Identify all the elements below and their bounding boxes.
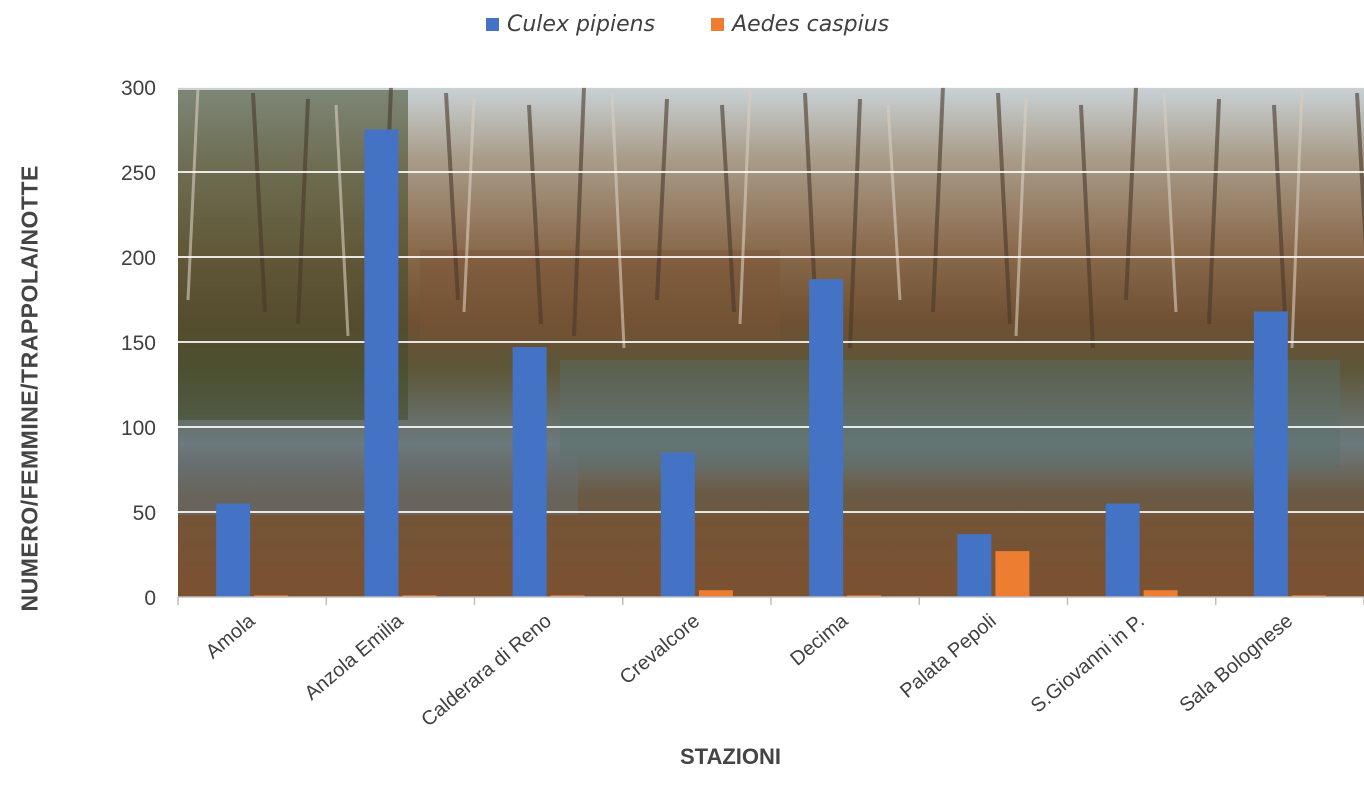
legend-item-aedes: Aedes caspius — [711, 12, 889, 37]
tree-trunk — [931, 86, 945, 313]
bar-culex — [809, 279, 844, 597]
tree-trunk — [1355, 92, 1364, 249]
bar-aedes — [402, 595, 437, 597]
tree-trunk — [655, 98, 669, 301]
bar-aedes — [698, 590, 733, 597]
bar-aedes — [254, 595, 289, 597]
bar-culex — [512, 347, 547, 597]
x-tick-label: Amola — [202, 609, 260, 663]
x-axis-ticks: Amola Anzola Emilia Calderara di Reno Creva… — [202, 609, 1297, 731]
y-axis-title: NUMERO/FEMMINE/TRAPPOLA/NOTTE — [16, 165, 43, 612]
legend: Culex pipiens Aedes caspius — [486, 12, 935, 37]
tree-trunk — [738, 86, 752, 325]
tree-trunk — [1124, 86, 1138, 301]
tree-trunk — [251, 92, 267, 313]
y-tick-label: 250 — [121, 162, 156, 185]
bar-aedes — [847, 595, 882, 597]
bar-culex — [216, 503, 251, 597]
y-tick-label: 50 — [133, 502, 156, 525]
tree-trunk — [1162, 92, 1178, 313]
x-tick-label: S.Giovanni in P. — [1027, 610, 1149, 717]
x-tick-label: Anzola Emilia — [301, 609, 409, 704]
tree-trunk — [610, 92, 626, 349]
tree-trunk — [572, 86, 586, 337]
bar-aedes — [1143, 590, 1178, 597]
y-tick-label: 100 — [121, 417, 156, 440]
x-tick-label: Calderara di Reno — [417, 610, 555, 731]
bar-aedes — [1291, 595, 1326, 597]
tree-trunk — [720, 104, 736, 313]
x-tick-label: Decima — [786, 609, 853, 670]
tree-trunk — [1207, 98, 1221, 325]
bar-aedes — [995, 551, 1030, 597]
tree-trunk — [296, 98, 310, 325]
legend-item-culex: Culex pipiens — [486, 12, 655, 37]
legend-swatch-culex — [486, 18, 499, 31]
bars — [216, 129, 1326, 597]
y-tick-label: 300 — [121, 77, 156, 100]
bar-culex — [660, 452, 695, 597]
x-tick-label: Crevalcore — [616, 610, 704, 689]
tree-trunk — [444, 92, 460, 301]
bar-culex — [1253, 311, 1288, 597]
tree-trunk — [186, 86, 200, 301]
tree-trunk — [527, 104, 543, 325]
x-tick-label: Palata Pepoli — [896, 610, 1000, 703]
bar-culex — [957, 534, 992, 597]
x-axis-title: STAZIONI — [680, 744, 782, 769]
tree-trunk — [848, 98, 862, 349]
legend-swatch-aedes — [711, 18, 725, 31]
y-tick-label: 200 — [121, 247, 156, 270]
tree-trunk — [1272, 104, 1288, 337]
bar-aedes — [550, 595, 585, 597]
x-axis — [177, 596, 1364, 605]
tree-trunk — [334, 104, 350, 337]
y-tick-label: 0 — [144, 587, 156, 610]
tree-trunk — [996, 92, 1012, 325]
y-axis-ticks: 0 50 100 150 200 250 300 — [121, 77, 156, 610]
tree-trunk — [1014, 98, 1028, 337]
x-tick-label: Sala Bolognese — [1176, 610, 1297, 717]
bar-culex — [364, 129, 399, 597]
tree-trunk — [1290, 86, 1304, 349]
legend-label-culex: Culex pipiens — [507, 12, 656, 37]
tree-trunk — [1079, 104, 1095, 349]
y-tick-label: 150 — [121, 332, 156, 355]
tree-trunk — [462, 98, 476, 313]
bar-culex — [1105, 503, 1140, 597]
legend-label-aedes: Aedes caspius — [732, 12, 890, 37]
tree-trunk — [886, 104, 902, 301]
